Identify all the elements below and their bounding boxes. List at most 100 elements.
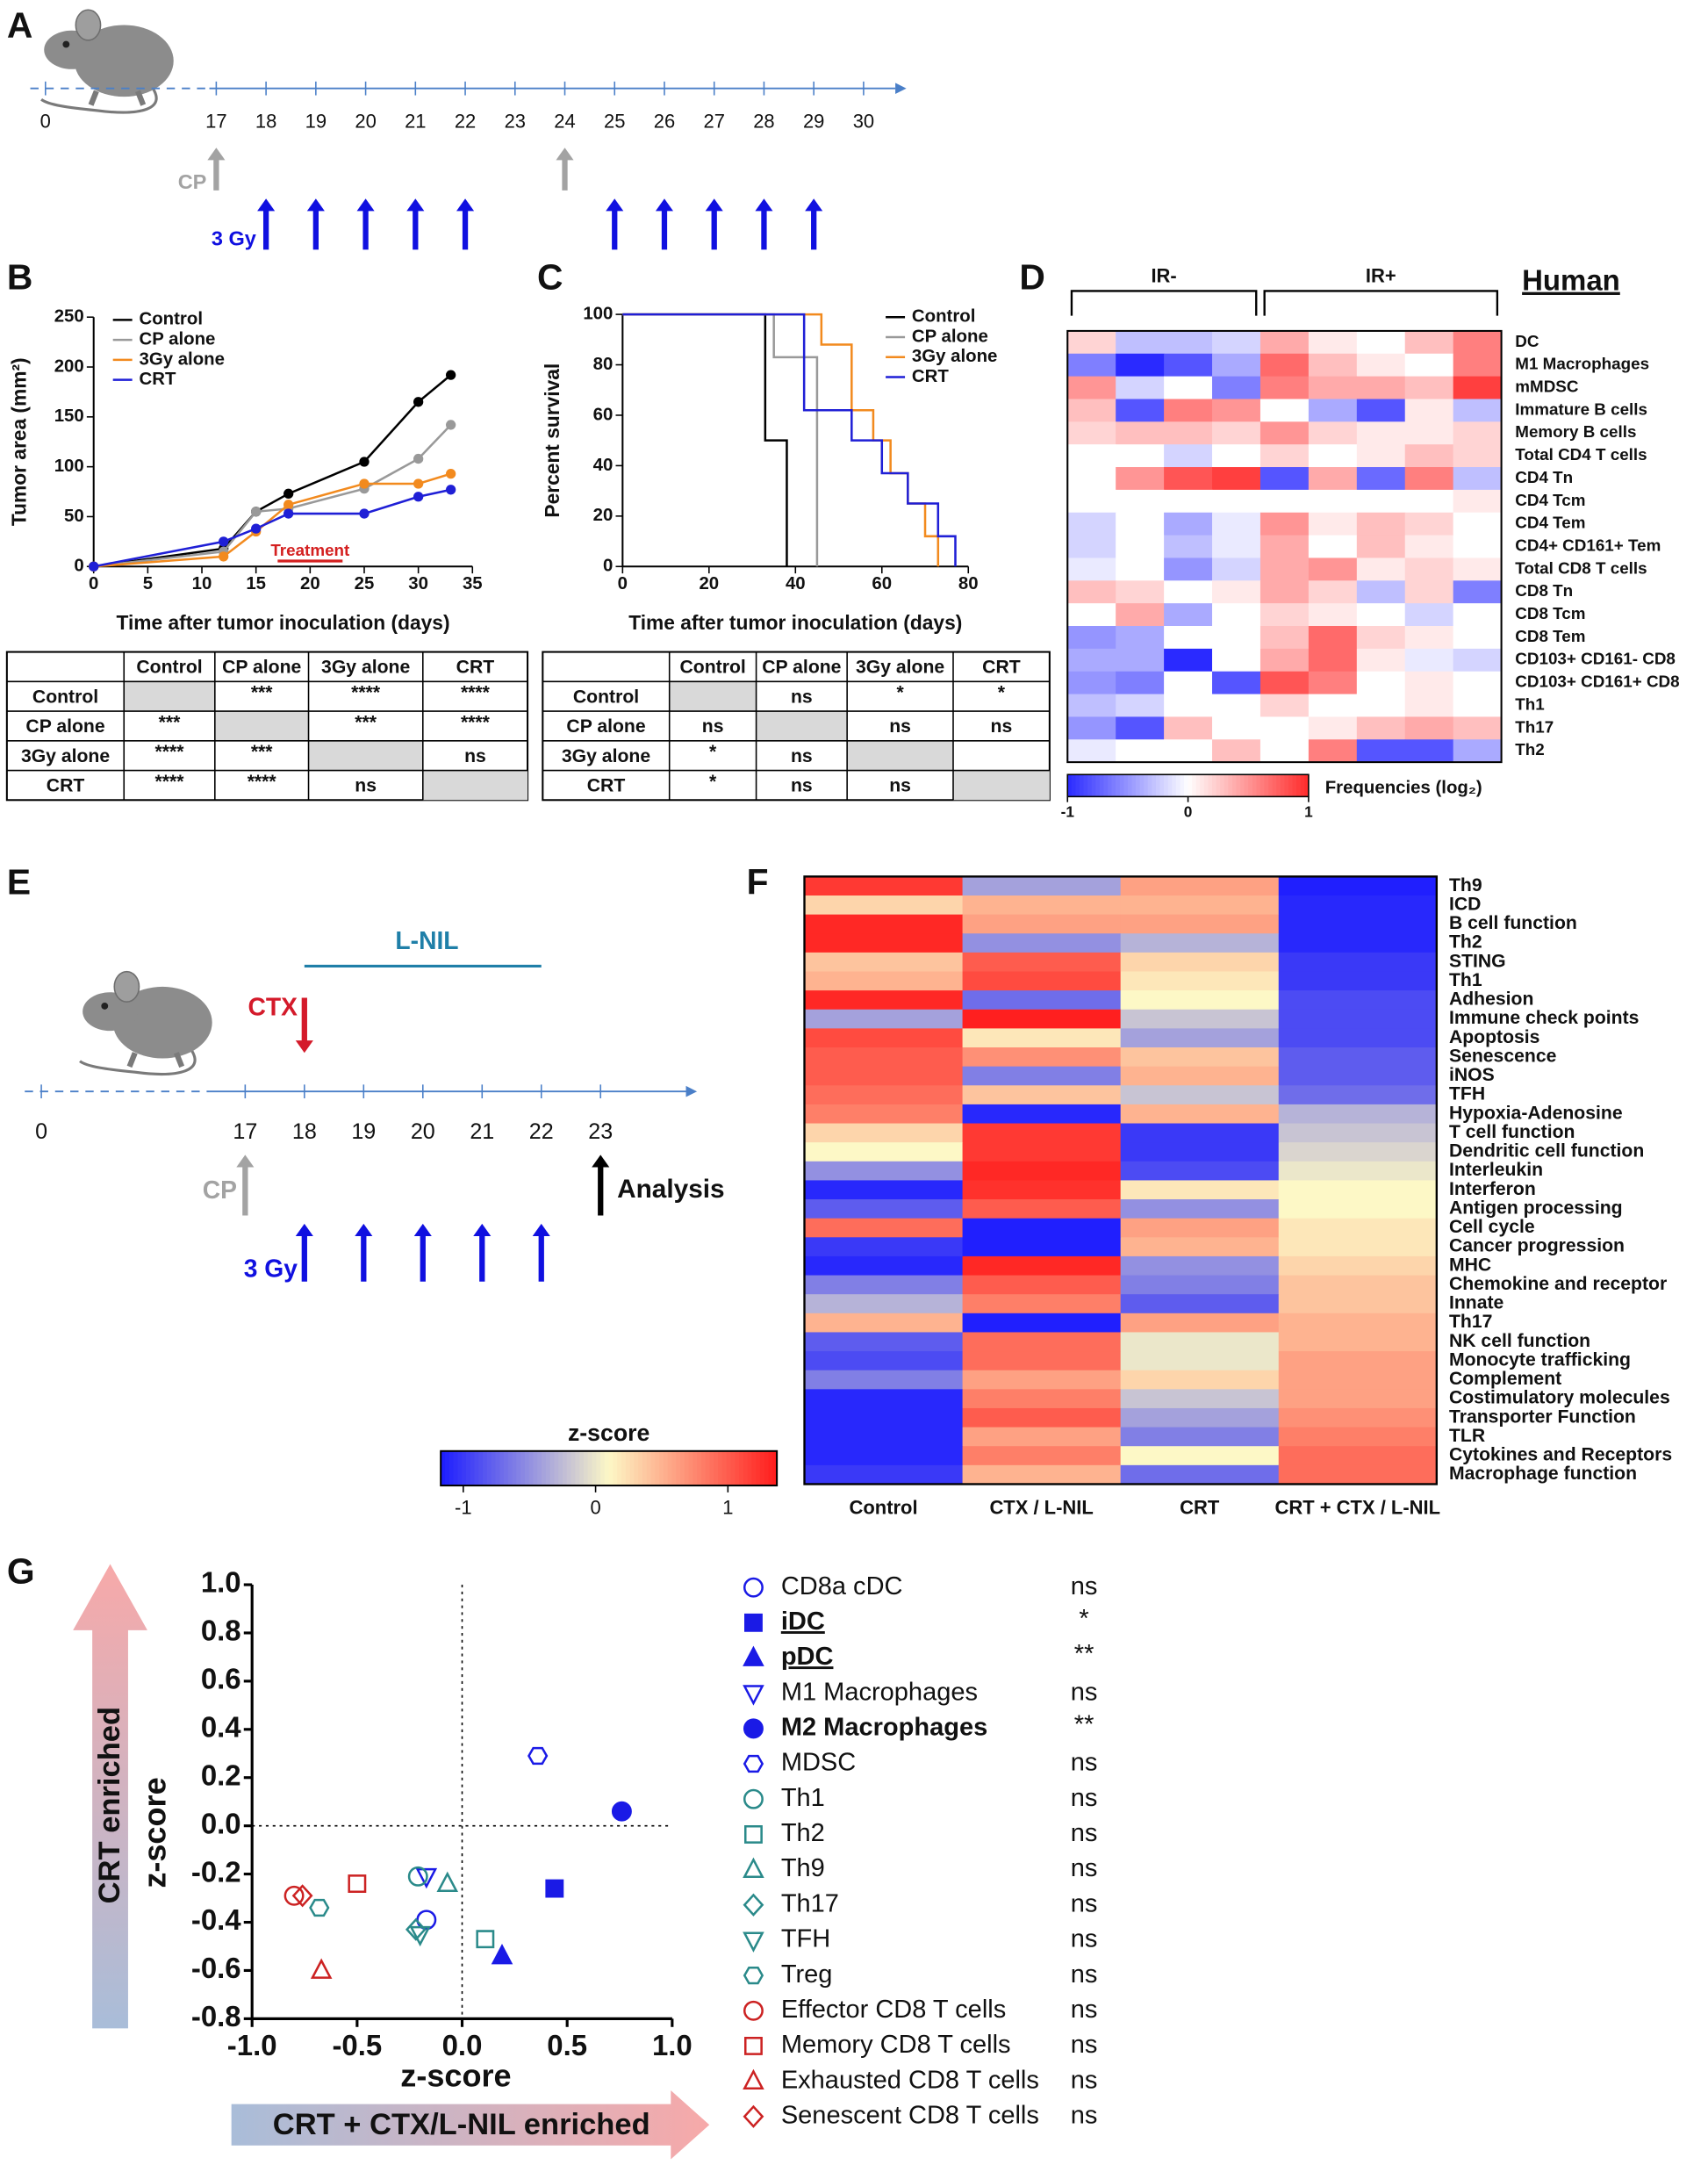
tick-label: 27 (703, 111, 724, 133)
heatmap-cell (1404, 489, 1454, 514)
row-label: CD8 Tem (1515, 627, 1585, 645)
significance-label: ns (1071, 1678, 1098, 1706)
heatmap-cell (1308, 444, 1358, 468)
heatmap-cell (1259, 694, 1310, 717)
heatmap-cell (1120, 933, 1280, 953)
heatmap-cell (804, 1389, 964, 1409)
heatmap-cell (1120, 1407, 1280, 1428)
legend-label: CRT (140, 370, 176, 389)
heatmap-cell (1356, 489, 1406, 514)
heatmap-cell (1356, 330, 1406, 355)
data-point (251, 507, 262, 517)
colorbar-step (520, 1450, 526, 1486)
colorbar-step (483, 1450, 488, 1486)
row-label: MHC (1449, 1255, 1491, 1275)
row-header: Control (573, 687, 639, 707)
heatmap-cell (804, 1464, 964, 1485)
colorbar-step (528, 1450, 535, 1486)
heatmap-cell (1212, 671, 1261, 695)
heatmap-cell (1212, 512, 1261, 536)
heatmap-cell (1404, 467, 1454, 491)
colorbar-step (1075, 774, 1080, 797)
heatmap-cell (1116, 489, 1165, 514)
row-label: Apoptosis (1449, 1027, 1540, 1047)
tick-label: 25 (604, 111, 625, 133)
heatmap-cell (1278, 952, 1438, 972)
heatmap-cell (804, 1255, 964, 1277)
heatmap-cell (1120, 1237, 1280, 1257)
table-cell: ns (791, 746, 813, 766)
colorbar-step (1195, 774, 1201, 797)
colorbar-step (499, 1450, 505, 1486)
heatmap-cell (1308, 671, 1358, 695)
mouse-legs (88, 90, 147, 106)
ir-arrow-head (456, 198, 475, 212)
heatmap-cell (1164, 467, 1213, 491)
heatmap-cell (962, 1294, 1122, 1314)
y-tick-label: 250 (54, 307, 84, 327)
row-label: CD103+ CD161- CD8 (1515, 650, 1676, 668)
legend-label: CD8a cDC (781, 1572, 903, 1600)
heatmap-cell (804, 1066, 964, 1086)
row-header: 3Gy alone (21, 746, 110, 766)
colorbar-step (1272, 774, 1277, 797)
row-label: Th2 (1515, 740, 1544, 759)
colorbar-step (1300, 774, 1305, 797)
heatmap-cell (1120, 1199, 1280, 1219)
heatmap-cell (1308, 557, 1358, 581)
heatmap-cell (962, 952, 1122, 972)
heatmap-cell (1259, 557, 1310, 581)
y-tick-label: 20 (593, 506, 614, 525)
table-cell: **** (461, 712, 491, 732)
colorbar-step (444, 1450, 450, 1486)
significance-label: ns (1071, 1784, 1098, 1812)
panel-letter: A (7, 4, 32, 45)
significance-label: ns (1071, 1960, 1098, 1989)
column-header: CRT (982, 658, 1021, 678)
colorbar-step (1108, 774, 1113, 797)
legend-label: CP alone (912, 327, 988, 346)
panel-letter: D (1019, 257, 1044, 298)
heatmap-cell (1212, 580, 1261, 604)
colorbar-tick-label: -1 (455, 1497, 472, 1519)
heatmap-frame (803, 875, 1439, 1485)
heatmap-cell (1308, 648, 1358, 673)
heatmap-cell (1453, 444, 1503, 468)
x-tick-label: 60 (872, 574, 892, 593)
mouse-ear (113, 970, 140, 1003)
heatmap-cell (1164, 535, 1213, 558)
heatmap-cell (1067, 557, 1116, 581)
heatmap-cell (1067, 716, 1116, 740)
heatmap-cell (1212, 421, 1261, 445)
row-label: Th1 (1449, 970, 1482, 990)
column-label: CRT (1180, 1497, 1220, 1519)
colorbar-step (759, 1450, 765, 1486)
row-label: Interferon (1449, 1179, 1536, 1199)
colorbar-step (441, 1450, 446, 1486)
tick-label: 21 (405, 111, 426, 133)
y-tick-label: 60 (593, 405, 614, 424)
heatmap-cell (1116, 444, 1165, 468)
colorbar-step (537, 1450, 542, 1486)
heatmap-cell (1404, 671, 1454, 695)
x-tick-label: 20 (300, 574, 320, 593)
y-tick-label: -0.8 (191, 2000, 241, 2032)
heatmap-cell (1120, 1161, 1280, 1181)
heatmap-cell (804, 1085, 964, 1105)
ir-arrow-head (532, 1223, 550, 1236)
group-label: IR+ (1366, 265, 1396, 287)
mouse-illustration (79, 970, 212, 1075)
legend-marker (743, 2000, 764, 2021)
y-arrow (73, 1564, 147, 2029)
x-tick-label: 10 (192, 574, 212, 593)
data-point (219, 551, 229, 562)
x-arrow-label: CRT + CTX/L-NIL enriched (273, 2108, 650, 2141)
mouse-eye (62, 40, 70, 48)
heatmap-cell (1278, 1332, 1438, 1352)
heatmap-cell (1067, 671, 1116, 695)
heatmap-cell (1120, 876, 1280, 896)
colorbar-step (1259, 774, 1266, 797)
table-frame (542, 651, 1051, 802)
heatmap-cell (804, 1332, 964, 1352)
mouse-eye (101, 1002, 109, 1010)
